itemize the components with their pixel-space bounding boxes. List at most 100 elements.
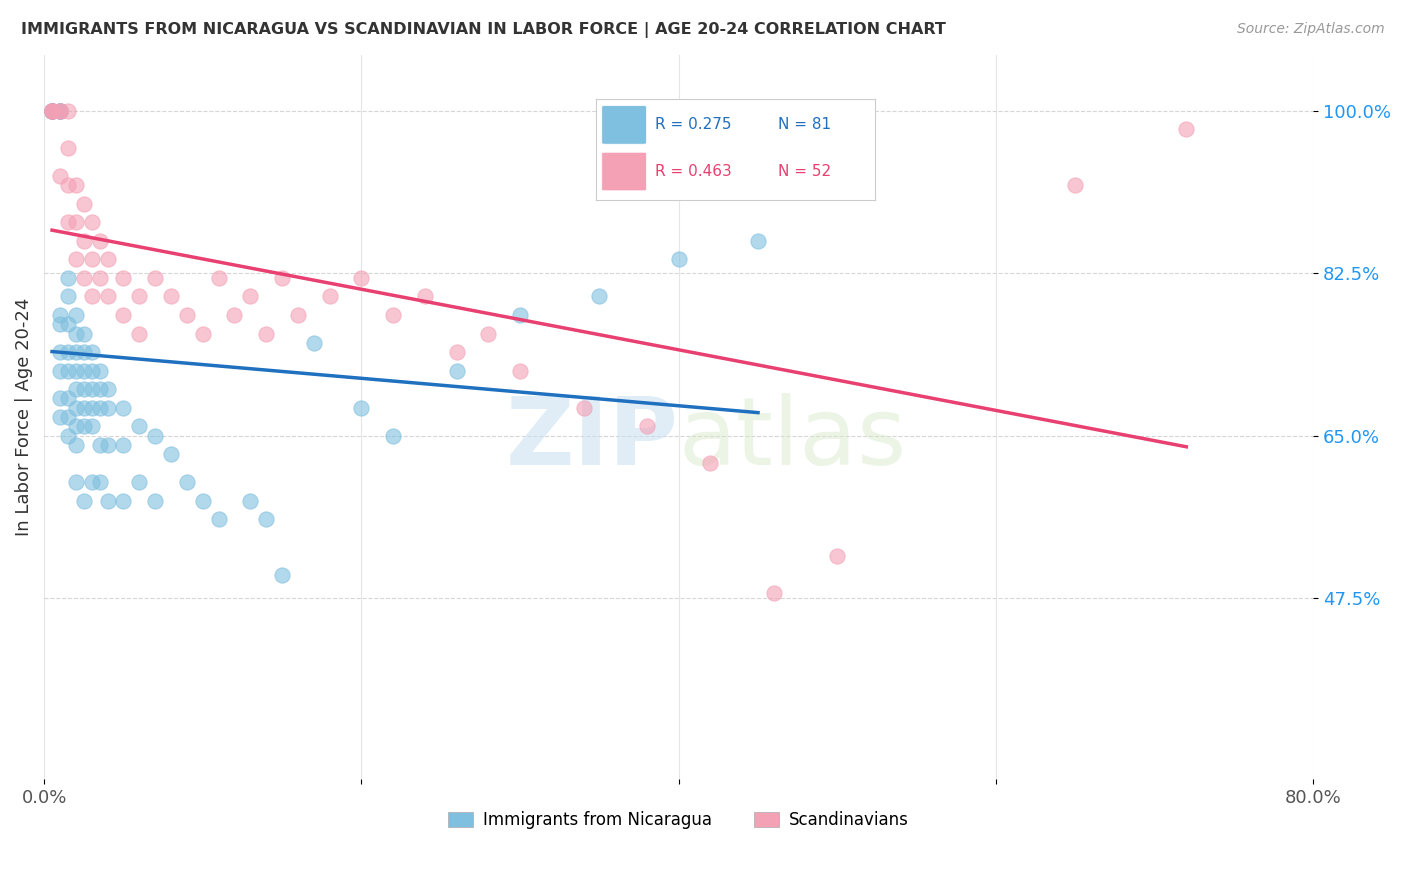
- Point: [446, 364, 468, 378]
- Point: [1064, 178, 1087, 192]
- Point: [56, 364, 79, 378]
- Point: [239, 493, 262, 508]
- Point: [97, 493, 120, 508]
- Point: [97, 438, 120, 452]
- Point: [382, 428, 405, 442]
- Point: [239, 289, 262, 303]
- Point: [477, 326, 499, 341]
- Point: [49, 169, 72, 183]
- Point: [97, 382, 120, 396]
- Point: [56, 345, 79, 359]
- Text: IMMIGRANTS FROM NICARAGUA VS SCANDINAVIAN IN LABOR FORCE | AGE 20-24 CORRELATION: IMMIGRANTS FROM NICARAGUA VS SCANDINAVIA…: [21, 22, 946, 38]
- Point: [49, 345, 72, 359]
- Point: [160, 447, 183, 461]
- Point: [97, 401, 120, 415]
- Point: [762, 586, 785, 600]
- Point: [49, 103, 72, 118]
- Point: [49, 410, 72, 425]
- Legend: Immigrants from Nicaragua, Scandinavians: Immigrants from Nicaragua, Scandinavians: [441, 805, 915, 836]
- Point: [112, 438, 135, 452]
- Point: [254, 512, 277, 526]
- Point: [668, 252, 690, 267]
- Point: [65, 382, 87, 396]
- Point: [176, 475, 198, 489]
- Point: [207, 270, 229, 285]
- Point: [80, 419, 103, 434]
- Point: [89, 270, 111, 285]
- Point: [509, 308, 531, 322]
- Point: [80, 289, 103, 303]
- Point: [128, 326, 150, 341]
- Point: [56, 289, 79, 303]
- Point: [41, 103, 63, 118]
- Point: [143, 428, 166, 442]
- Point: [1175, 122, 1198, 136]
- Point: [49, 364, 72, 378]
- Point: [65, 419, 87, 434]
- Point: [271, 567, 294, 582]
- Point: [143, 270, 166, 285]
- Point: [128, 289, 150, 303]
- Point: [41, 103, 63, 118]
- Text: atlas: atlas: [679, 392, 907, 484]
- Point: [65, 326, 87, 341]
- Point: [572, 401, 595, 415]
- Point: [73, 493, 96, 508]
- Point: [254, 326, 277, 341]
- Point: [112, 308, 135, 322]
- Point: [49, 103, 72, 118]
- Point: [65, 178, 87, 192]
- Point: [49, 103, 72, 118]
- Point: [89, 401, 111, 415]
- Point: [80, 382, 103, 396]
- Point: [49, 103, 72, 118]
- Y-axis label: In Labor Force | Age 20-24: In Labor Force | Age 20-24: [15, 298, 32, 536]
- Point: [41, 103, 63, 118]
- Point: [56, 317, 79, 331]
- Point: [65, 364, 87, 378]
- Point: [49, 308, 72, 322]
- Point: [224, 308, 246, 322]
- Point: [41, 103, 63, 118]
- Point: [73, 234, 96, 248]
- Point: [827, 549, 849, 564]
- Point: [56, 215, 79, 229]
- Point: [446, 345, 468, 359]
- Point: [73, 401, 96, 415]
- Point: [350, 401, 373, 415]
- Point: [73, 326, 96, 341]
- Point: [73, 196, 96, 211]
- Point: [41, 103, 63, 118]
- Point: [128, 475, 150, 489]
- Point: [65, 475, 87, 489]
- Point: [97, 252, 120, 267]
- Point: [65, 308, 87, 322]
- Point: [191, 326, 214, 341]
- Point: [89, 364, 111, 378]
- Point: [80, 364, 103, 378]
- Point: [80, 475, 103, 489]
- Point: [65, 401, 87, 415]
- Point: [207, 512, 229, 526]
- Point: [65, 438, 87, 452]
- Point: [80, 401, 103, 415]
- Point: [49, 103, 72, 118]
- Point: [128, 419, 150, 434]
- Point: [191, 493, 214, 508]
- Point: [143, 493, 166, 508]
- Point: [65, 215, 87, 229]
- Point: [636, 419, 658, 434]
- Point: [160, 289, 183, 303]
- Point: [287, 308, 309, 322]
- Point: [73, 382, 96, 396]
- Point: [56, 428, 79, 442]
- Point: [56, 392, 79, 406]
- Point: [41, 103, 63, 118]
- Point: [49, 317, 72, 331]
- Point: [509, 364, 531, 378]
- Text: ZIP: ZIP: [506, 392, 679, 484]
- Point: [41, 103, 63, 118]
- Point: [318, 289, 340, 303]
- Point: [56, 103, 79, 118]
- Point: [271, 270, 294, 285]
